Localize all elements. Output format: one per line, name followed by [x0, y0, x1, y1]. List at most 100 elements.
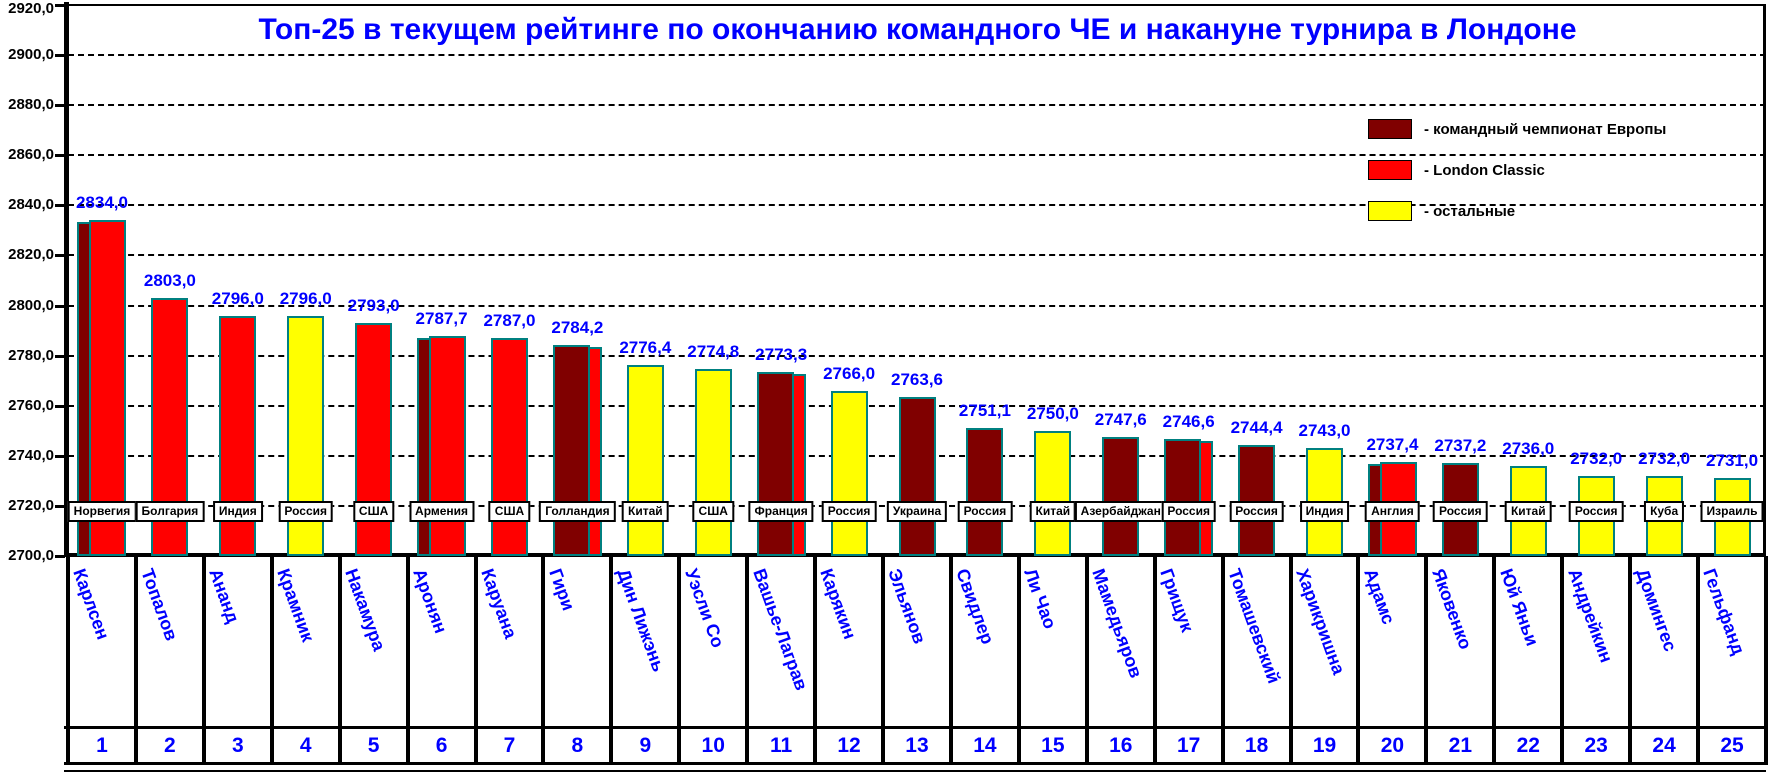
player-name: Мамедьяров [1088, 566, 1147, 681]
rank-number: 17 [1176, 734, 1201, 757]
country-badge: Россия [1568, 501, 1624, 522]
bar-value-label: 2737,2 [1434, 435, 1487, 455]
player-name-cell: Грищук [1155, 556, 1223, 726]
player-name-cell: Гельфанд [1698, 556, 1766, 726]
player-name: Карякин [816, 566, 861, 642]
y-tick-mark [55, 504, 65, 508]
grid-line [68, 304, 1766, 307]
rank-number: 4 [299, 734, 312, 757]
player-name-cell: Свидлер [951, 556, 1019, 726]
player-name: Каруана [477, 566, 521, 642]
bar-value-label: 2766,0 [823, 363, 876, 383]
bar-eu-part [1164, 439, 1202, 556]
country-badge: Россия [1161, 501, 1216, 522]
player-name: Грищук [1156, 566, 1198, 635]
column-divider [1628, 556, 1633, 765]
rank-number: 9 [639, 734, 652, 757]
bar [1034, 430, 1072, 556]
rank-number: 16 [1109, 734, 1133, 757]
country-badge: Франция [748, 501, 814, 522]
player-name-cell: Ли Чао [1019, 556, 1087, 726]
player-name-cell: Адамс [1358, 556, 1426, 726]
bar-value-label: 2751,1 [958, 401, 1011, 421]
player-name-cell: Андрейкин [1562, 556, 1630, 726]
grid-line [68, 104, 1766, 107]
rank-number: 20 [1380, 734, 1405, 757]
player-name-cell: Уэсли Со [679, 556, 747, 726]
country-badge: Куба [1644, 501, 1685, 522]
column-divider [1288, 556, 1293, 765]
legend-label-eu: - командный чемпионат Европы [1424, 120, 1667, 138]
bar [1238, 444, 1276, 556]
bar-value-label: 2746,6 [1162, 412, 1215, 432]
player-name-cell: Гири [543, 556, 611, 726]
country-badge: Китай [621, 501, 669, 522]
country-badge: Болгария [135, 501, 205, 522]
bottom-outer-line [64, 770, 1766, 772]
player-name: Эльянов [884, 566, 931, 647]
player-name: Топалов [137, 566, 182, 644]
legend-swatch-london [1368, 160, 1412, 180]
bar-value-label: 2803,0 [143, 271, 196, 291]
y-tick-mark [55, 54, 65, 58]
column-divider [405, 556, 410, 765]
bar-value-label: 2750,0 [1026, 403, 1079, 423]
country-badge: Индия [212, 501, 263, 522]
country-badge: Россия [1433, 501, 1488, 522]
column-divider [66, 556, 70, 765]
y-tick-label: 2900,0 [8, 46, 54, 64]
bar [1102, 436, 1140, 556]
bar-value-label: 2796,0 [211, 288, 264, 308]
y-tick-label: 2780,0 [8, 346, 54, 364]
country-badge: Россия [278, 501, 334, 522]
bar-eu-part [756, 372, 794, 556]
bar-value-label: 2834,0 [75, 193, 128, 213]
legend-swatch-other [1368, 201, 1412, 221]
y-tick-mark [55, 104, 65, 108]
column-divider [948, 556, 953, 765]
player-name-cell: Карякин [815, 556, 883, 726]
rank-number: 14 [973, 734, 997, 757]
country-badge: Армения [409, 501, 475, 522]
grid-line [68, 154, 1766, 157]
player-name: Карлсен [69, 566, 114, 643]
rank-number: 22 [1516, 734, 1540, 757]
bar-value-label: 2784,2 [551, 318, 604, 338]
bar-value-label: 2763,6 [891, 369, 943, 389]
column-divider [541, 556, 546, 765]
rank-number: 6 [435, 734, 448, 757]
player-name: Юй Яньи [1495, 566, 1543, 649]
rank-number: 24 [1652, 734, 1676, 757]
country-badge: Россия [821, 501, 877, 522]
player-name-cell: Каруана [476, 556, 544, 726]
bar-value-label: 2787,0 [483, 311, 536, 331]
bar-value-label: 2743,0 [1298, 421, 1351, 441]
player-name-cell: Юй Яньи [1494, 556, 1562, 726]
bar-london-part [429, 336, 467, 556]
bar-eu-part [552, 345, 590, 556]
y-tick-mark [55, 304, 65, 308]
player-name: Харикришна [1292, 566, 1349, 678]
column-divider [1152, 556, 1157, 765]
rank-number: 19 [1312, 734, 1337, 757]
player-name: Домингес [1631, 566, 1681, 654]
rank-number: 25 [1720, 734, 1744, 757]
y-tick-label: 2840,0 [8, 196, 54, 214]
player-name: Гельфанд [1699, 566, 1750, 658]
player-name-cell: Домингес [1630, 556, 1698, 726]
column-divider [813, 556, 818, 765]
player-name-cell: Крамник [272, 556, 340, 726]
bar-value-label: 2773,3 [755, 345, 808, 365]
legend-swatch-eu [1368, 119, 1412, 139]
column-divider [269, 556, 274, 765]
country-badge: Россия [1229, 501, 1284, 522]
bottom-line [64, 762, 1766, 765]
column-divider [881, 556, 886, 765]
column-divider [133, 556, 138, 765]
player-name: Крамник [273, 566, 319, 645]
y-tick-label: 2720,0 [8, 496, 54, 514]
player-name: Яковенко [1427, 566, 1476, 652]
rank-number: 2 [164, 734, 176, 757]
column-divider [1764, 556, 1768, 765]
